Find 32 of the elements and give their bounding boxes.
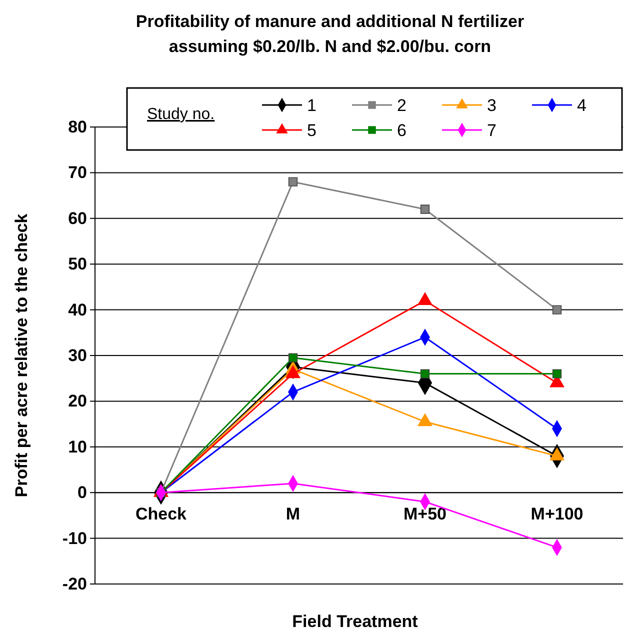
y-tick-label: 40 [68, 300, 87, 320]
legend-label: 7 [487, 121, 496, 140]
y-tick-label: 0 [78, 483, 87, 502]
legend-label: 6 [397, 121, 406, 140]
y-tick-label: 20 [68, 392, 87, 411]
y-tick-label: 80 [68, 117, 87, 136]
y-tick-label: 30 [68, 346, 87, 365]
x-tick-label: M+50 [404, 504, 446, 524]
x-tick-label: Check [135, 504, 188, 524]
legend-label: 1 [307, 96, 316, 115]
y-tick-label: 50 [68, 254, 87, 274]
y-tick-label: 70 [68, 163, 87, 182]
point [552, 369, 562, 378]
legend-label: 4 [577, 96, 586, 115]
point [420, 369, 430, 378]
legend-label: 3 [487, 96, 496, 115]
y-tick-label: -20 [62, 574, 87, 594]
x-tick-label: M+100 [530, 504, 584, 524]
y-tick-label: 60 [68, 208, 87, 228]
legend-label: 5 [307, 121, 316, 140]
point [288, 177, 298, 186]
y-tick-label: -10 [62, 528, 87, 548]
x-tick-label: M [286, 504, 300, 524]
x-axis-title: Field Treatment [292, 612, 418, 631]
point [420, 204, 430, 214]
chart-title: Profitability of manure and additional N fertilizer assuming $0.20/lb. N and $2.00/bu. corn [136, 12, 524, 56]
point [552, 305, 562, 314]
y-tick-label: 10 [68, 437, 87, 456]
point [288, 353, 298, 362]
legend-title: Study no. [147, 106, 215, 123]
y-axis-title: Profit per acre relative to the check [12, 213, 31, 498]
legend-label: 2 [397, 96, 406, 115]
